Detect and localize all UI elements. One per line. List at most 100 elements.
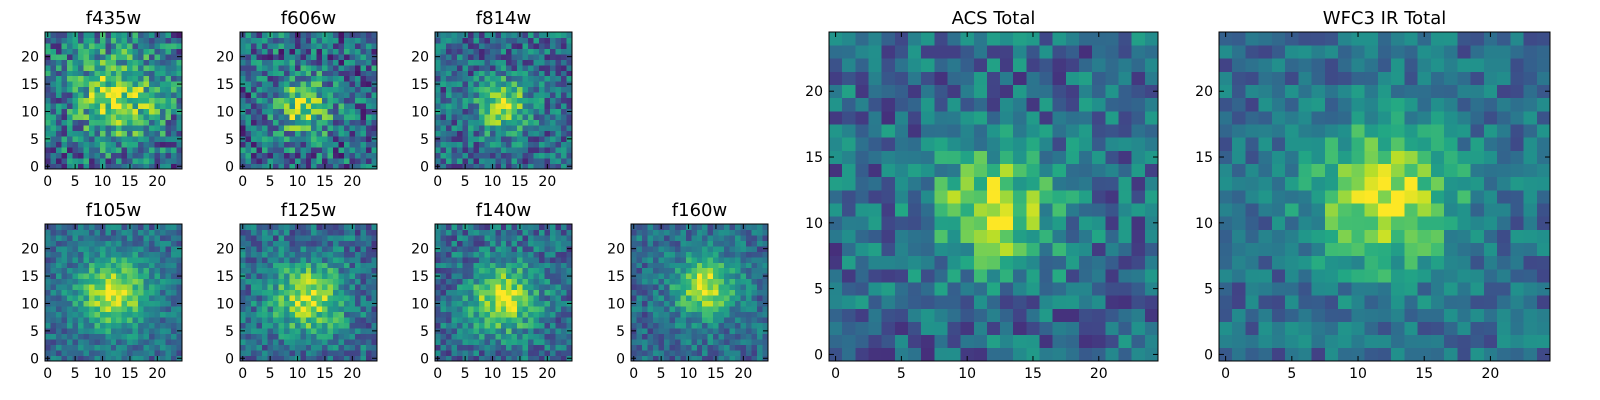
heatmap-cell bbox=[338, 32, 345, 38]
heatmap-cell bbox=[138, 355, 145, 362]
heatmap-cell bbox=[707, 306, 714, 313]
heatmap-cell bbox=[533, 125, 540, 132]
heatmap-cell bbox=[94, 103, 101, 110]
x-tick-label: 0 bbox=[433, 174, 442, 190]
heatmap-cell bbox=[842, 308, 856, 322]
heatmap-cell bbox=[517, 289, 524, 296]
heatmap-cell bbox=[555, 273, 562, 280]
heatmap-cell bbox=[473, 262, 480, 269]
heatmap-cell bbox=[641, 311, 648, 318]
heatmap-cell bbox=[517, 344, 524, 351]
heatmap-cell bbox=[250, 333, 257, 340]
heatmap-cell bbox=[143, 306, 150, 313]
heatmap-cell bbox=[289, 92, 296, 99]
heatmap-cell bbox=[245, 48, 252, 55]
heatmap-cell bbox=[829, 216, 843, 230]
heatmap-cell bbox=[533, 289, 540, 296]
heatmap-cell bbox=[61, 267, 68, 274]
heatmap-cell bbox=[539, 53, 545, 60]
heatmap-cell bbox=[149, 75, 155, 82]
heatmap-cell bbox=[316, 224, 323, 230]
heatmap-cell bbox=[762, 311, 769, 318]
heatmap-cell bbox=[751, 245, 758, 252]
heatmap-cell bbox=[116, 256, 123, 263]
heatmap-cell bbox=[245, 311, 252, 318]
heatmap-cell bbox=[305, 339, 312, 345]
heatmap-cell bbox=[300, 37, 307, 44]
heatmap-cell bbox=[349, 306, 356, 313]
heatmap-cell bbox=[539, 317, 545, 324]
heatmap-cell bbox=[171, 339, 177, 345]
heatmap-cell bbox=[360, 158, 367, 164]
heatmap-cell bbox=[333, 328, 340, 334]
heatmap-cell bbox=[735, 224, 741, 230]
heatmap-cell bbox=[338, 289, 345, 296]
heatmap-cell bbox=[528, 256, 535, 263]
heatmap-cell bbox=[986, 347, 1001, 362]
heatmap-cell bbox=[702, 224, 709, 230]
heatmap-cell bbox=[294, 92, 301, 99]
heatmap-cell bbox=[1000, 282, 1014, 296]
heatmap-cell bbox=[77, 273, 84, 280]
heatmap-cell bbox=[973, 347, 988, 362]
heatmap-cell bbox=[160, 81, 166, 88]
heatmap-cell bbox=[94, 158, 101, 164]
heatmap-cell bbox=[757, 333, 763, 340]
heatmap-cell bbox=[110, 108, 117, 115]
heatmap-cell bbox=[245, 108, 252, 115]
heatmap-cell bbox=[631, 295, 637, 302]
heatmap-cell bbox=[149, 262, 155, 269]
heatmap-cell bbox=[360, 267, 367, 274]
heatmap-cell bbox=[305, 262, 312, 269]
heatmap-cell bbox=[127, 92, 134, 99]
heatmap-cell bbox=[349, 147, 356, 153]
heatmap-cell bbox=[566, 256, 573, 263]
heatmap-cell bbox=[522, 32, 529, 38]
heatmap-cell bbox=[300, 284, 307, 291]
heatmap-cell bbox=[45, 114, 51, 121]
heatmap-cell bbox=[544, 92, 551, 99]
heatmap-cell bbox=[366, 119, 372, 126]
heatmap-cell bbox=[522, 97, 529, 104]
heatmap-cell bbox=[473, 317, 480, 324]
heatmap-cell bbox=[566, 147, 573, 153]
heatmap-cell bbox=[305, 322, 312, 329]
heatmap-cell bbox=[300, 300, 307, 307]
heatmap-cell bbox=[300, 224, 307, 230]
heatmap-cell bbox=[921, 242, 935, 257]
heatmap-cell bbox=[88, 53, 95, 60]
heatmap-cell bbox=[445, 81, 452, 88]
heatmap-cell bbox=[66, 322, 73, 329]
heatmap-cell bbox=[647, 322, 654, 329]
heatmap-cell bbox=[165, 289, 172, 296]
heatmap-cell bbox=[316, 158, 323, 164]
heatmap-cell bbox=[528, 284, 535, 291]
heatmap-cell bbox=[489, 152, 496, 159]
heatmap-cell bbox=[462, 75, 469, 82]
heatmap-cell bbox=[647, 267, 654, 274]
heatmap-cell bbox=[240, 306, 246, 313]
heatmap-cell bbox=[360, 262, 367, 269]
heatmap-cell bbox=[702, 328, 709, 334]
heatmap-cell bbox=[171, 295, 177, 302]
heatmap-cell bbox=[473, 328, 480, 334]
heatmap-cell bbox=[1144, 189, 1159, 204]
heatmap-cell bbox=[561, 48, 567, 55]
heatmap-cell bbox=[127, 75, 134, 82]
heatmap-cell bbox=[256, 355, 263, 362]
heatmap-cell bbox=[1144, 255, 1159, 270]
heatmap-cell bbox=[360, 114, 367, 121]
heatmap-cell bbox=[366, 141, 372, 148]
heatmap-cell bbox=[72, 339, 79, 345]
heatmap-cell bbox=[451, 163, 458, 170]
heatmap-cell bbox=[366, 273, 372, 280]
heatmap-cell bbox=[267, 245, 274, 252]
heatmap-cell bbox=[1000, 189, 1014, 204]
heatmap-cell bbox=[305, 125, 312, 132]
heatmap-cell bbox=[561, 42, 567, 49]
heatmap-cell bbox=[707, 289, 714, 296]
heatmap-cell bbox=[165, 92, 172, 99]
heatmap-cell bbox=[506, 234, 513, 241]
heatmap-cell bbox=[740, 262, 747, 269]
heatmap-cell bbox=[713, 251, 720, 258]
